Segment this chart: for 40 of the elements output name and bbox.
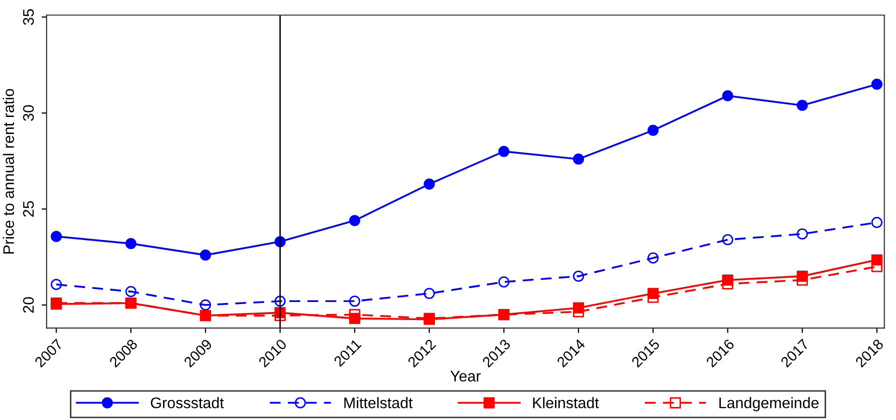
point (50, 230, 62, 242)
point (871, 216, 882, 228)
y-tick-label: 25 (23, 201, 34, 217)
point (200, 299, 212, 311)
point (572, 270, 584, 282)
point (722, 90, 734, 102)
point (274, 296, 286, 307)
point (722, 234, 734, 246)
y-tick-label: 20 (23, 297, 34, 313)
point (572, 154, 584, 165)
point (125, 286, 136, 298)
point (424, 288, 435, 300)
point (125, 238, 136, 250)
point (722, 278, 734, 290)
point (796, 274, 808, 286)
legend-label: Mittelstadt (344, 397, 413, 408)
point (871, 261, 882, 272)
point (572, 306, 584, 318)
point (796, 100, 808, 111)
point (349, 296, 360, 307)
legend-label: Landgemeinde (719, 397, 819, 412)
y-axis-title: Price to annual rent ratio (2, 88, 14, 254)
legend-label: Grossstadt (150, 397, 224, 408)
point (424, 178, 435, 190)
legend-label: Kleinstadt (533, 397, 599, 408)
y-tick-label: 30 (23, 105, 34, 121)
point (200, 250, 212, 261)
point (871, 78, 882, 90)
x-axis-title: Year (450, 370, 481, 382)
point (50, 278, 62, 290)
point (648, 252, 659, 264)
point (498, 276, 510, 288)
point (648, 292, 659, 303)
y-tick-label: 35 (23, 9, 34, 25)
point (796, 228, 808, 240)
point (274, 310, 286, 322)
point (498, 146, 510, 157)
point (648, 124, 659, 136)
point (349, 309, 360, 320)
point (349, 214, 360, 226)
